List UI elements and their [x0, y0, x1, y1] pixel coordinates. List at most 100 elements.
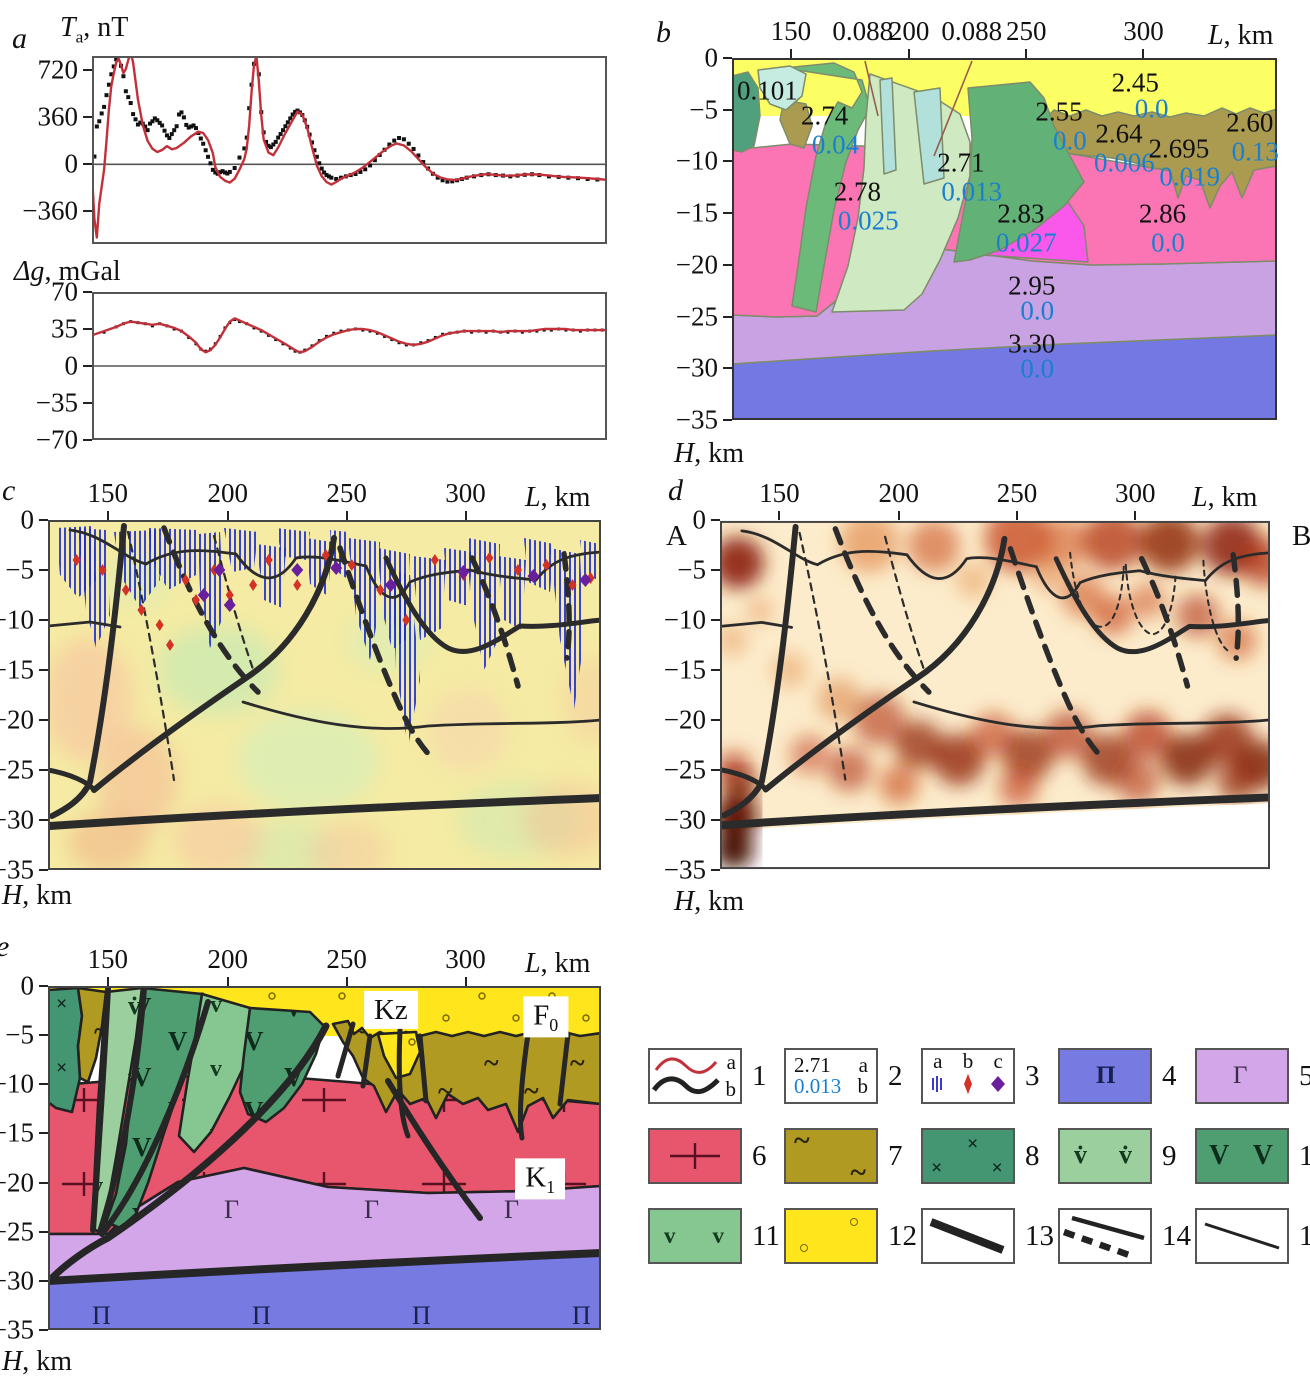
y-tick-label: −20	[663, 704, 706, 735]
x-tick-mark	[1142, 49, 1145, 58]
y-tick-label: −35	[0, 1314, 34, 1345]
legend-item-minor-fault: 15	[1194, 1208, 1310, 1264]
y-tick-label: −35	[675, 404, 718, 435]
y-tick-mark	[39, 769, 48, 771]
y-tick-label: −35	[35, 387, 78, 418]
unit-label-f0: F0	[523, 996, 569, 1038]
magnetic-chart: 720 360 0 −360	[22, 56, 607, 244]
y-tick-mark	[83, 210, 92, 213]
observed-model-curves-icon: a b	[648, 1048, 742, 1104]
x-tick-mark	[908, 49, 911, 58]
y-tick-mark	[723, 367, 732, 370]
x-tick-label: 150	[759, 478, 800, 508]
y-tick-mark	[39, 719, 48, 721]
y-tick-label: −35	[0, 854, 34, 885]
legend-item-vdot-unit: v̇ v̇ 9	[1057, 1128, 1191, 1184]
x-tick-label: 150	[87, 478, 128, 508]
hatch-marks-icon	[931, 1076, 942, 1092]
y-tick-label: −30	[0, 1265, 34, 1296]
y-tick-mark	[711, 769, 720, 771]
density-label: 2.64	[1095, 118, 1143, 149]
panel-b-density-model: b	[648, 6, 1310, 468]
x-tick-label: 250	[996, 478, 1038, 508]
magnetization-label: 0.0	[1134, 93, 1169, 124]
y-tick-label: 70	[51, 276, 78, 307]
x-tick-label: 200	[888, 16, 930, 46]
magnetization-label: 0.04	[811, 129, 860, 160]
y-tick-label: −30	[0, 804, 34, 835]
panel-d-xlabel: L, km	[1192, 482, 1258, 513]
section-endpoint-b: B	[1292, 520, 1310, 552]
y-tick-label: −5	[689, 94, 718, 125]
density-label: 2.83	[997, 198, 1045, 229]
legend-item-curves: a b 1	[648, 1048, 780, 1104]
legend-item-tilde-unit: ~ ~ 7	[783, 1128, 917, 1184]
y-tick-label: −360	[22, 195, 78, 226]
y-tick-label: −5	[677, 554, 706, 585]
legend-item-pi-unit: П 4	[1057, 1048, 1191, 1104]
plus-unit-swatch	[648, 1128, 742, 1184]
legend-item-gamma-unit: Г 5	[1194, 1048, 1310, 1104]
gamma-unit-swatch: Г	[1194, 1048, 1289, 1104]
vsmall-unit-swatch: v v	[648, 1208, 742, 1264]
density-label: 2.78	[833, 176, 881, 207]
density-label: 2.86	[1138, 198, 1187, 229]
y-tick-mark	[711, 569, 720, 571]
y-tick-mark	[83, 402, 92, 404]
c-fault-lines	[48, 523, 601, 830]
magnetization-label: 0.0	[1053, 125, 1087, 156]
y-tick-label: 0	[692, 504, 707, 535]
y-tick-label: −30	[663, 804, 706, 835]
density-label: 2.74	[801, 100, 849, 131]
main-fault-line-icon	[920, 1208, 1015, 1264]
y-tick-label: 35	[51, 313, 78, 344]
y-tick-mark	[723, 315, 732, 318]
y-tick-mark	[39, 1132, 48, 1135]
vbig-unit-swatch: V V	[1194, 1128, 1289, 1184]
legend-item-values: 2.71 a 0.013 b 2	[783, 1048, 917, 1104]
y-tick-label: −20	[0, 1167, 34, 1198]
y-tick-mark	[39, 869, 48, 871]
y-tick-mark	[39, 569, 48, 571]
y-tick-label: 360	[37, 101, 79, 132]
panel-b-letter: b	[656, 16, 671, 49]
purple-diamond-icon	[990, 1076, 1005, 1092]
y-tick-mark	[39, 1279, 48, 1282]
y-tick-mark	[83, 328, 92, 330]
density-label: 3.30	[1008, 328, 1056, 359]
panel-a: a Ta, nT 720 360 0 −360 Δg, mGal 70 35 0 −35 −7…	[4, 6, 636, 458]
x-tick-mark	[778, 511, 781, 520]
y-tick-mark	[39, 1329, 48, 1331]
y-tick-mark	[711, 669, 720, 671]
density-section-svg	[732, 58, 1277, 420]
x-tick-mark	[226, 511, 229, 520]
panel-d-heatmap-section: d A B 150 200 250 300 0 −5 −10 −15 −20 −25 −30 −35 …	[652, 468, 1310, 928]
legend-item-kz-unit: 12	[783, 1208, 917, 1264]
density-label: 2.45	[1111, 67, 1159, 98]
x-tick-mark	[464, 977, 467, 986]
x-tick-label: 250	[1006, 16, 1047, 46]
panel-d-letter: d	[668, 474, 683, 507]
geological-section-plot: ~ ~ × × v̇ v̇ V	[0, 946, 601, 1343]
legend-item-inferred-fault: 14	[1057, 1208, 1191, 1264]
magnetic-axis-label: Ta, nT	[60, 12, 129, 47]
y-tick-label: −15	[0, 654, 34, 685]
y-tick-mark	[83, 439, 92, 441]
y-tick-label: −5	[5, 554, 34, 585]
density-label: 2.55	[1035, 96, 1083, 127]
panel-e-xlabel: L, km	[525, 948, 591, 979]
x-tick-label: 200	[878, 478, 920, 508]
x-tick-mark	[345, 977, 348, 986]
plot-border	[720, 520, 1270, 870]
x-tick-mark	[106, 511, 109, 520]
panel-e-letter: e	[0, 932, 9, 962]
x-tick-mark	[106, 977, 109, 986]
density-label: 2.95	[1008, 270, 1056, 301]
magnetization-section-svg	[48, 520, 601, 870]
magnetization-label: 0.013	[941, 176, 1003, 207]
y-tick-label: 0	[20, 970, 35, 1001]
panel-c-magnetization-section: c	[0, 468, 644, 928]
y-tick-mark	[711, 869, 720, 871]
y-tick-label: 0	[20, 504, 35, 535]
